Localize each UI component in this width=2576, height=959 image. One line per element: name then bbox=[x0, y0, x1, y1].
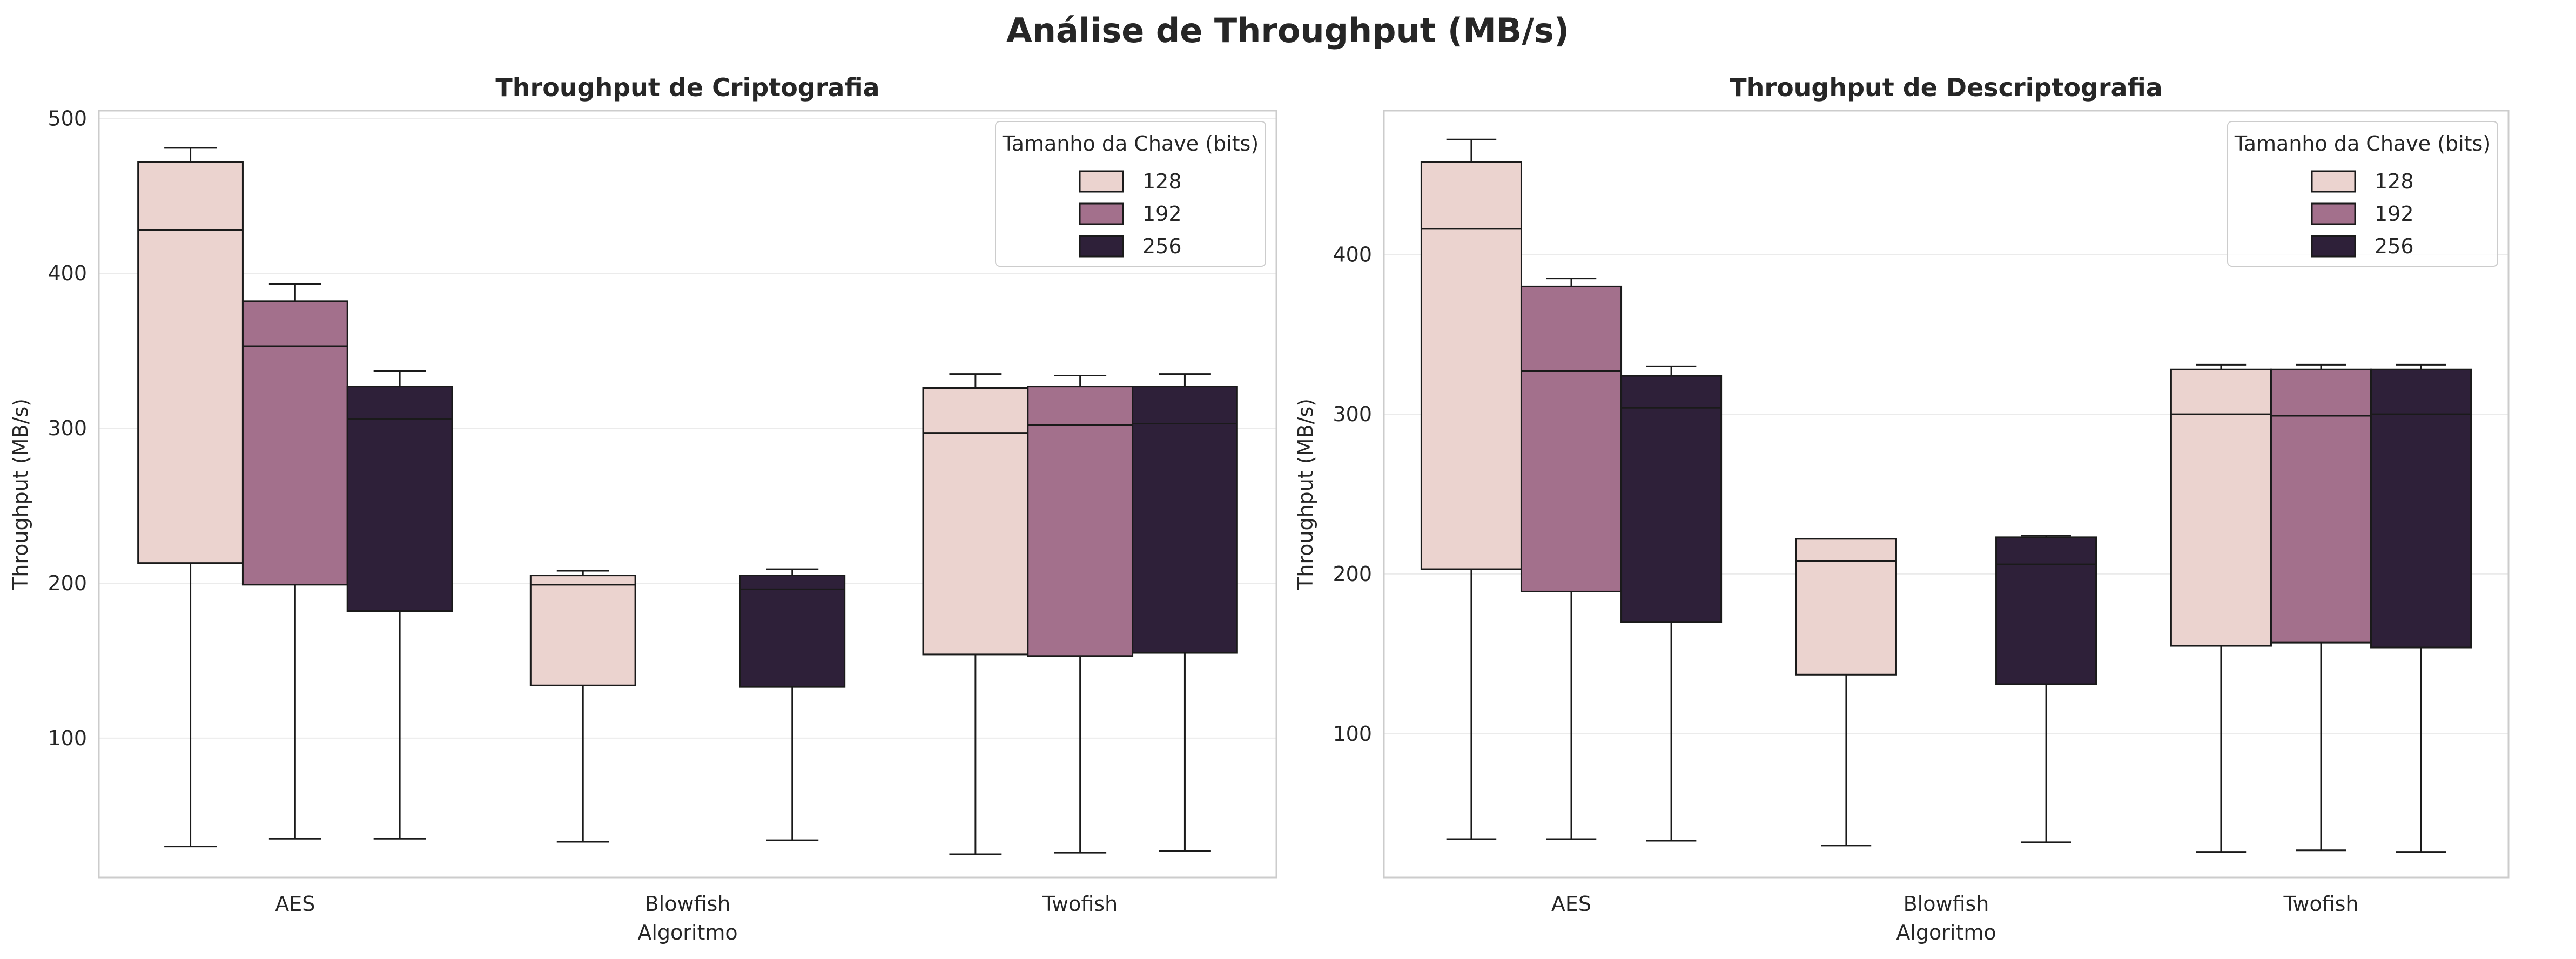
x-tick-label: Blowfish bbox=[1904, 892, 1989, 916]
y-tick-label: 200 bbox=[1333, 562, 1372, 586]
y-tick-label: 300 bbox=[1333, 402, 1372, 426]
axes-frame bbox=[98, 110, 1277, 879]
box-twofish-256 bbox=[1132, 373, 1238, 852]
box-blowfish-128 bbox=[1795, 538, 1897, 847]
legend-label: 256 bbox=[2375, 234, 2414, 258]
chart-title: Throughput de Descriptografia bbox=[1730, 73, 2162, 102]
box-blowfish-256 bbox=[1995, 535, 2097, 843]
legend: Tamanho da Chave (bits) 128 192 256 bbox=[995, 121, 1266, 267]
box-aes-192 bbox=[1520, 278, 1623, 840]
y-tick-label: 400 bbox=[48, 261, 87, 285]
box-iqr bbox=[1027, 386, 1134, 657]
legend-label: 192 bbox=[2375, 202, 2414, 226]
box-iqr bbox=[2170, 368, 2272, 647]
x-tick-label: Twofish bbox=[2283, 892, 2358, 916]
legend-swatch bbox=[1079, 235, 1124, 258]
box-twofish-128 bbox=[2170, 363, 2272, 853]
y-axis-label: Throughput (MB/s) bbox=[1294, 399, 1317, 590]
box-twofish-192 bbox=[1027, 375, 1134, 854]
y-tick-label: 500 bbox=[48, 106, 87, 130]
legend-swatch bbox=[2311, 202, 2356, 225]
box-iqr bbox=[1995, 536, 2097, 685]
box-iqr bbox=[1520, 285, 1623, 592]
legend-frame bbox=[2227, 121, 2498, 267]
box-iqr bbox=[2370, 368, 2472, 649]
box-iqr bbox=[922, 387, 1029, 656]
legend-label: 128 bbox=[2375, 170, 2414, 193]
x-tick-label: AES bbox=[1551, 892, 1591, 916]
box-iqr bbox=[346, 386, 453, 612]
y-tick-label: 200 bbox=[48, 571, 87, 595]
y-tick-label: 100 bbox=[48, 726, 87, 750]
panels: 100 200 300 400 500 AES Blowfish Twofish Through… bbox=[9, 73, 2510, 944]
box-iqr bbox=[241, 300, 348, 586]
box-iqr bbox=[1620, 375, 1723, 623]
legend-label: 192 bbox=[1142, 202, 1182, 226]
box-iqr bbox=[1795, 538, 1897, 676]
box-iqr bbox=[1420, 161, 1522, 570]
legend-title: Tamanho da Chave (bits) bbox=[1002, 132, 1259, 156]
legend-label: 256 bbox=[1142, 234, 1182, 258]
box-twofish-256 bbox=[2370, 363, 2472, 853]
legend-frame bbox=[995, 121, 1266, 267]
y-tick-label: 300 bbox=[48, 416, 87, 440]
legend-swatch bbox=[1079, 202, 1124, 225]
x-tick-label: Blowfish bbox=[645, 892, 731, 916]
chart-panel-2: 100 200 300 400 AES Blowfish Twofish Throughput… bbox=[1294, 73, 2510, 944]
chart-panel-1: 100 200 300 400 500 AES Blowfish Twofish Through… bbox=[9, 73, 1277, 944]
x-tick-label: AES bbox=[275, 892, 315, 916]
legend-label: 128 bbox=[1142, 170, 1182, 193]
legend-swatch bbox=[1079, 170, 1124, 193]
legend-item-128: 128 bbox=[1079, 170, 1182, 193]
legend-item-256: 256 bbox=[1079, 234, 1182, 258]
box-iqr bbox=[1132, 386, 1238, 654]
box-blowfish-128 bbox=[529, 570, 636, 843]
x-axis-label: Algoritmo bbox=[1896, 921, 1996, 944]
box-twofish-128 bbox=[922, 373, 1029, 855]
y-tick-label: 400 bbox=[1333, 242, 1372, 266]
axes-frame bbox=[1383, 110, 2510, 879]
box-iqr bbox=[529, 575, 636, 686]
legend-swatch bbox=[2311, 170, 2356, 193]
y-tick-label: 100 bbox=[1333, 722, 1372, 746]
box-iqr bbox=[137, 161, 244, 564]
box-blowfish-256 bbox=[739, 568, 846, 841]
box-iqr bbox=[739, 575, 846, 688]
box-aes-128 bbox=[137, 147, 244, 848]
box-aes-256 bbox=[346, 370, 453, 840]
box-iqr bbox=[2270, 368, 2372, 644]
x-tick-label: Twofish bbox=[1042, 892, 1118, 916]
figure-title: Análise de Throughput (MB/s) bbox=[1006, 11, 1569, 50]
y-axis-label: Throughput (MB/s) bbox=[9, 399, 32, 590]
chart-title: Throughput de Criptografia bbox=[495, 73, 879, 102]
legend-item-128: 128 bbox=[2311, 170, 2414, 193]
box-twofish-192 bbox=[2270, 363, 2372, 852]
x-axis-label: Algoritmo bbox=[637, 921, 737, 944]
legend: Tamanho da Chave (bits) 128 192 256 bbox=[2227, 121, 2498, 267]
box-aes-256 bbox=[1620, 365, 1723, 842]
legend-title: Tamanho da Chave (bits) bbox=[2234, 132, 2491, 156]
legend-swatch bbox=[2311, 235, 2356, 258]
legend-item-256: 256 bbox=[2311, 234, 2414, 258]
legend-item-192: 192 bbox=[2311, 202, 2414, 226]
box-aes-128 bbox=[1420, 138, 1522, 840]
legend-item-192: 192 bbox=[1079, 202, 1182, 226]
